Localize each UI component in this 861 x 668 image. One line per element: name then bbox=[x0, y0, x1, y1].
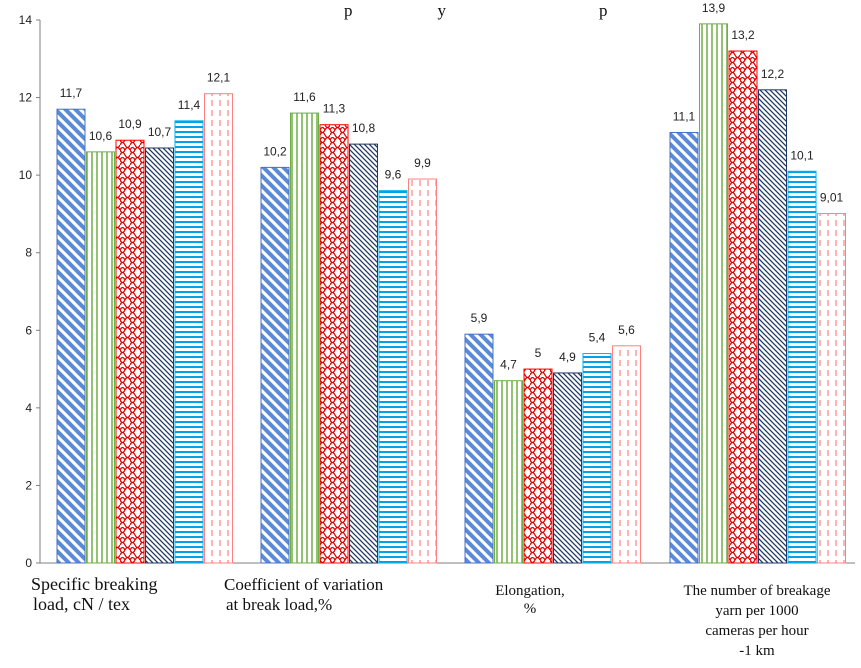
data-label: 12,2 bbox=[761, 67, 785, 81]
bar-series-1-category-4 bbox=[669, 131, 699, 564]
bar-series-4-category-4 bbox=[758, 89, 787, 564]
data-label: 10,7 bbox=[148, 125, 172, 139]
y-tick-label: 12 bbox=[19, 91, 33, 105]
data-label: 11,1 bbox=[673, 109, 696, 123]
bar-labels: 11,7 10,2 5,9 11,1 10,6 11,6 4,7 13,9 10,9 11,3 5 1… bbox=[60, 1, 844, 372]
bar-series-3-category-2 bbox=[319, 124, 349, 564]
bar-series-3-category-1 bbox=[115, 139, 145, 564]
data-label: 10,9 bbox=[118, 117, 142, 131]
bar-series-5-category-2 bbox=[378, 190, 408, 564]
bar-series-1-category-1 bbox=[56, 108, 86, 564]
data-label: 10,6 bbox=[89, 129, 113, 143]
data-label: 5,6 bbox=[618, 323, 635, 337]
data-label: 11,3 bbox=[323, 102, 346, 116]
data-label: 13,2 bbox=[731, 28, 755, 42]
bar-series-5-category-1 bbox=[174, 120, 204, 564]
data-label: 9,01 bbox=[820, 191, 844, 205]
data-label: 11,4 bbox=[178, 98, 201, 112]
y-tick-label: 8 bbox=[25, 246, 32, 260]
y-tick-label: 4 bbox=[25, 401, 32, 415]
category-label: Specific breaking load, cN / tex bbox=[31, 574, 157, 614]
category-labels: Specific breaking load, cN / tex Coefficie… bbox=[31, 574, 831, 659]
bar-series-1-category-3 bbox=[464, 333, 494, 564]
data-label: 5 bbox=[535, 346, 542, 360]
y-ticks: 0 2 4 6 8 10 12 14 bbox=[19, 13, 40, 570]
data-label: 12,1 bbox=[207, 71, 231, 85]
y-tick-label: 10 bbox=[19, 168, 33, 182]
bar-series-4-category-1 bbox=[145, 147, 174, 564]
bar-series-3-category-3 bbox=[523, 368, 553, 564]
bar-series-4-category-3 bbox=[553, 372, 582, 564]
bar-series-2-category-2 bbox=[290, 112, 319, 564]
data-label: 4,7 bbox=[500, 358, 517, 372]
data-label: 10,1 bbox=[790, 148, 814, 162]
bar-series-6-category-2 bbox=[408, 178, 437, 564]
data-label: 11,7 bbox=[60, 86, 83, 100]
data-label: 9,9 bbox=[414, 156, 431, 170]
data-label: 5,9 bbox=[471, 311, 488, 325]
y-tick-label: 14 bbox=[19, 13, 33, 27]
bar-series-1-category-2 bbox=[260, 166, 290, 564]
y-tick-label: 0 bbox=[25, 556, 32, 570]
bar-series-5-category-3 bbox=[582, 353, 612, 564]
data-label: 10,8 bbox=[352, 121, 376, 135]
bar-series-2-category-4 bbox=[699, 23, 728, 564]
category-label: Elongation,% bbox=[495, 583, 565, 617]
bar-series-4-category-2 bbox=[349, 143, 378, 564]
bar-series-6-category-1 bbox=[204, 93, 233, 564]
data-label: 10,2 bbox=[263, 144, 287, 158]
y-tick-label: 2 bbox=[25, 478, 32, 492]
data-label: 9,6 bbox=[385, 168, 402, 182]
data-label: 13,9 bbox=[702, 1, 726, 15]
data-label: 4,9 bbox=[559, 350, 576, 364]
bar-series-2-category-3 bbox=[494, 380, 523, 564]
bar-series-6-category-4 bbox=[817, 213, 846, 564]
bar-series-3-category-4 bbox=[728, 50, 758, 564]
category-label: Coefficient of variation at break load,% bbox=[224, 575, 384, 614]
category-label: The number of breakage yarn per 1000 camer… bbox=[683, 583, 830, 659]
y-tick-label: 6 bbox=[25, 323, 32, 337]
bar-series-2-category-1 bbox=[86, 151, 115, 564]
bar-series-5-category-4 bbox=[787, 170, 817, 564]
chart-title: p y p bbox=[344, 1, 608, 20]
data-label: 5,4 bbox=[589, 331, 606, 345]
bar-series-6-category-3 bbox=[612, 345, 641, 564]
data-label: 11,6 bbox=[293, 90, 316, 104]
bars bbox=[56, 23, 846, 564]
